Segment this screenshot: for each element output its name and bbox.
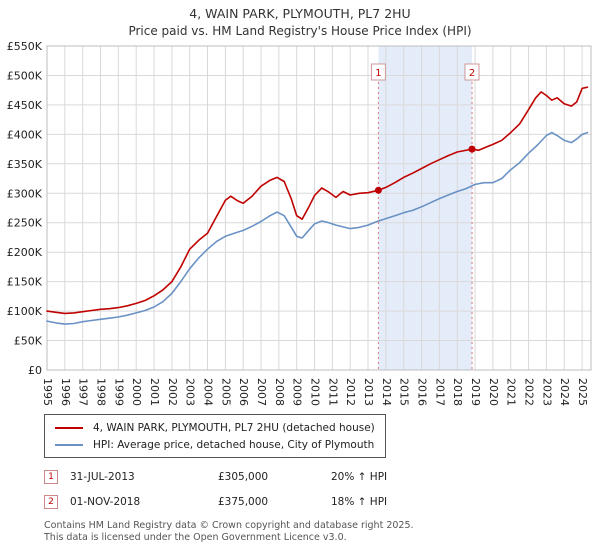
x-tick-label: 1996 xyxy=(59,378,72,406)
sale-point-1[interactable] xyxy=(374,186,382,194)
x-tick-label: 2023 xyxy=(540,378,553,406)
license-note: Contains HM Land Registry data © Crown c… xyxy=(44,520,600,545)
sale-point-2[interactable] xyxy=(468,145,476,153)
x-tick-label: 2002 xyxy=(166,378,179,406)
x-tick-label: 2018 xyxy=(451,378,464,406)
y-tick-label: £200K xyxy=(7,246,43,259)
x-tick-label: 2009 xyxy=(291,378,304,406)
x-tick-label: 2014 xyxy=(380,378,393,406)
transaction-number-badge-1: 1 xyxy=(44,470,58,484)
x-tick-label: 2001 xyxy=(148,378,161,406)
x-tick-label: 2011 xyxy=(326,378,339,406)
x-tick-label: 1998 xyxy=(95,378,108,406)
license-line-2: This data is licensed under the Open Gov… xyxy=(44,532,347,544)
transaction-date-1: 31-JUL-2013 xyxy=(70,471,135,483)
plot-border xyxy=(46,45,592,371)
x-tick-label: 2016 xyxy=(416,378,429,406)
price-history-chart: 1 2 £0 £50K £100K £150K £200K £250K £300K £350K £4… xyxy=(7,40,592,406)
x-tick-label: 1995 xyxy=(41,378,54,406)
page-subtitle: Price paid vs. HM Land Registry's House … xyxy=(128,24,472,38)
x-tick-label: 2013 xyxy=(362,378,375,406)
x-tick-label: 2015 xyxy=(398,378,411,406)
x-tick-label: 2003 xyxy=(184,378,197,406)
y-tick-label: £300K xyxy=(7,187,43,200)
blue-line-swatch xyxy=(55,443,83,446)
x-tick-label: 2021 xyxy=(505,378,518,406)
transaction-row-1: 1 31-JUL-2013 £305,000 20% ↑ HPI xyxy=(44,470,600,484)
x-tick-label: 2024 xyxy=(558,378,571,406)
y-tick-label: £450K xyxy=(7,99,43,112)
y-tick-label: £250K xyxy=(7,217,43,230)
x-tick-label: 2000 xyxy=(130,378,143,406)
shaded-region xyxy=(378,46,473,370)
transaction-price-1: £305,000 xyxy=(218,471,269,483)
y-tick-label: £500K xyxy=(7,70,43,83)
y-tick-label: £50K xyxy=(14,335,43,348)
sale-label-box-1 xyxy=(370,63,386,81)
legend-label-hpi: HPI: Average price, detached house, City… xyxy=(93,438,375,451)
sale-label-box-2 xyxy=(464,63,480,81)
x-tick-label: 2025 xyxy=(576,378,589,406)
y-tick-label: £0 xyxy=(28,364,42,377)
x-tick-label: 1997 xyxy=(77,378,90,406)
chart-page: 4, WAIN PARK, PLYMOUTH, PL7 2HU Price pa… xyxy=(0,6,600,545)
y-tick-label: £400K xyxy=(7,128,43,141)
transaction-hpi-delta-1: 20% ↑ HPI xyxy=(331,471,388,483)
x-tick-label: 2022 xyxy=(523,378,536,406)
x-tick-label: 2019 xyxy=(469,378,482,406)
transaction-row-2: 2 01-NOV-2018 £375,000 18% ↑ HPI xyxy=(44,495,600,509)
y-tick-label: £350K xyxy=(7,158,43,171)
y-tick-label: £550K xyxy=(7,40,43,53)
legend-item-hpi: HPI: Average price, detached house, City… xyxy=(55,436,375,453)
sale-label-2: 2 xyxy=(469,68,475,79)
hpi-line xyxy=(46,131,589,325)
red-line-swatch xyxy=(55,426,83,429)
x-tick-label: 1999 xyxy=(112,378,125,406)
x-tick-label: 2008 xyxy=(273,378,286,406)
y-tick-label: £150K xyxy=(7,276,43,289)
x-tick-label: 2005 xyxy=(219,378,232,406)
sale-label-1: 1 xyxy=(375,68,381,79)
x-tick-label: 2020 xyxy=(487,378,500,406)
legend-label-property: 4, WAIN PARK, PLYMOUTH, PL7 2HU (detache… xyxy=(93,421,375,434)
gridlines xyxy=(46,45,591,371)
x-tick-label: 2007 xyxy=(255,378,268,406)
transaction-number-badge-2: 2 xyxy=(44,495,58,509)
transaction-price-2: £375,000 xyxy=(218,496,269,508)
axis-labels: £0 £50K £100K £150K £200K £250K £300K £350K £400… xyxy=(7,40,589,406)
transaction-date-2: 01-NOV-2018 xyxy=(70,496,141,508)
x-tick-label: 2004 xyxy=(202,378,215,406)
x-tick-label: 2017 xyxy=(433,378,446,406)
transaction-list: 1 31-JUL-2013 £305,000 20% ↑ HPI 2 01-NO… xyxy=(44,470,600,509)
license-line-1: Contains HM Land Registry data © Crown c… xyxy=(44,520,414,531)
page-title: 4, WAIN PARK, PLYMOUTH, PL7 2HU xyxy=(189,6,411,21)
transaction-hpi-delta-2: 18% ↑ HPI xyxy=(331,496,388,508)
chart-legend: 4, WAIN PARK, PLYMOUTH, PL7 2HU (detache… xyxy=(44,414,386,458)
legend-item-property: 4, WAIN PARK, PLYMOUTH, PL7 2HU (detache… xyxy=(55,419,375,436)
price-paid-line xyxy=(46,86,589,315)
y-tick-label: £100K xyxy=(7,305,43,318)
x-tick-label: 2012 xyxy=(344,378,357,406)
x-tick-label: 2010 xyxy=(309,378,322,406)
x-tick-label: 2006 xyxy=(237,378,250,406)
